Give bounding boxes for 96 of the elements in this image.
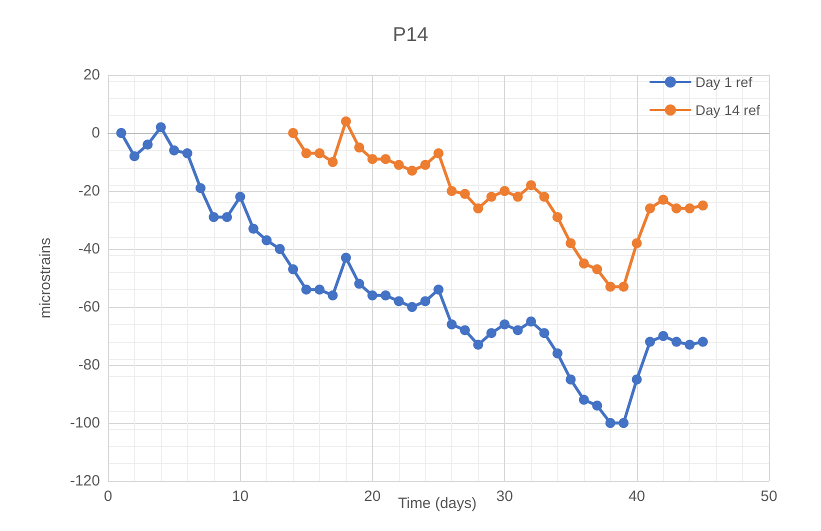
point bbox=[407, 302, 418, 312]
point bbox=[566, 238, 576, 248]
point bbox=[526, 316, 536, 326]
x-tick-label: 0 bbox=[104, 488, 112, 505]
point bbox=[578, 394, 589, 405]
point bbox=[684, 340, 695, 350]
point bbox=[156, 122, 166, 132]
point bbox=[182, 148, 192, 158]
point bbox=[420, 296, 430, 306]
point bbox=[248, 224, 258, 234]
point bbox=[367, 154, 378, 164]
point bbox=[645, 336, 656, 347]
point bbox=[129, 151, 140, 162]
point bbox=[486, 192, 496, 202]
legend-label: Day 1 ref bbox=[695, 74, 752, 90]
point bbox=[434, 284, 444, 295]
point bbox=[354, 142, 364, 152]
point bbox=[566, 374, 576, 384]
point bbox=[301, 148, 312, 158]
point bbox=[539, 328, 550, 338]
point bbox=[446, 319, 457, 330]
point bbox=[578, 258, 589, 268]
point bbox=[671, 203, 682, 214]
point bbox=[632, 238, 642, 248]
x-tick-label: 50 bbox=[760, 488, 778, 505]
point bbox=[380, 290, 391, 300]
y-tick-label: -20 bbox=[78, 182, 100, 200]
point bbox=[684, 203, 695, 214]
point bbox=[486, 328, 496, 338]
point bbox=[671, 336, 682, 347]
point bbox=[460, 188, 470, 199]
x-tick-label: 10 bbox=[232, 488, 249, 505]
point bbox=[262, 235, 272, 246]
point bbox=[235, 192, 246, 202]
point bbox=[552, 348, 562, 358]
y-tick-label: -40 bbox=[78, 240, 100, 258]
point bbox=[354, 278, 364, 289]
point bbox=[116, 128, 126, 138]
point bbox=[605, 282, 616, 292]
y-tick-label: -100 bbox=[70, 414, 100, 432]
point bbox=[605, 418, 616, 428]
point bbox=[340, 252, 351, 263]
point bbox=[473, 203, 484, 214]
y-tick-label: 0 bbox=[92, 124, 100, 142]
point bbox=[658, 331, 668, 341]
point bbox=[473, 340, 484, 350]
point bbox=[367, 290, 378, 300]
point bbox=[314, 148, 325, 158]
point bbox=[208, 212, 219, 222]
point bbox=[500, 319, 510, 330]
x-axis-title: Time (days) bbox=[398, 495, 477, 512]
point bbox=[552, 212, 562, 222]
point bbox=[169, 145, 180, 156]
y-tick-label: -80 bbox=[78, 356, 100, 374]
point bbox=[340, 116, 351, 126]
point bbox=[142, 140, 153, 150]
point bbox=[539, 192, 550, 202]
legend-label: Day 14 ref bbox=[695, 102, 760, 118]
x-tick-label: 30 bbox=[496, 488, 513, 505]
y-tick-label: -120 bbox=[70, 472, 100, 490]
point bbox=[274, 244, 285, 254]
point bbox=[222, 212, 232, 222]
point bbox=[526, 180, 536, 190]
point bbox=[394, 296, 404, 306]
point bbox=[618, 282, 629, 292]
y-axis-title: microstrains bbox=[37, 238, 54, 318]
point bbox=[301, 284, 312, 295]
point bbox=[420, 160, 430, 170]
point bbox=[407, 166, 418, 176]
point bbox=[446, 186, 457, 196]
point bbox=[592, 264, 602, 274]
x-tick-label: 40 bbox=[628, 488, 646, 505]
point bbox=[512, 325, 523, 336]
point bbox=[460, 325, 470, 336]
point bbox=[288, 128, 298, 138]
y-tick-label: 20 bbox=[83, 66, 100, 84]
point bbox=[658, 194, 668, 205]
point bbox=[512, 192, 523, 202]
point bbox=[328, 157, 338, 167]
point bbox=[328, 290, 338, 300]
point bbox=[698, 336, 708, 347]
point bbox=[314, 284, 325, 295]
point bbox=[500, 186, 510, 196]
point bbox=[380, 154, 391, 164]
point bbox=[632, 374, 642, 384]
point bbox=[698, 200, 708, 210]
point bbox=[288, 264, 298, 274]
x-tick-label: 20 bbox=[364, 488, 381, 505]
point bbox=[196, 183, 206, 194]
point bbox=[618, 418, 629, 428]
point bbox=[592, 400, 602, 411]
point bbox=[645, 203, 656, 214]
point bbox=[434, 148, 444, 158]
y-tick-label: -60 bbox=[78, 298, 100, 316]
chart-title: P14 bbox=[392, 24, 428, 46]
point bbox=[394, 160, 404, 170]
